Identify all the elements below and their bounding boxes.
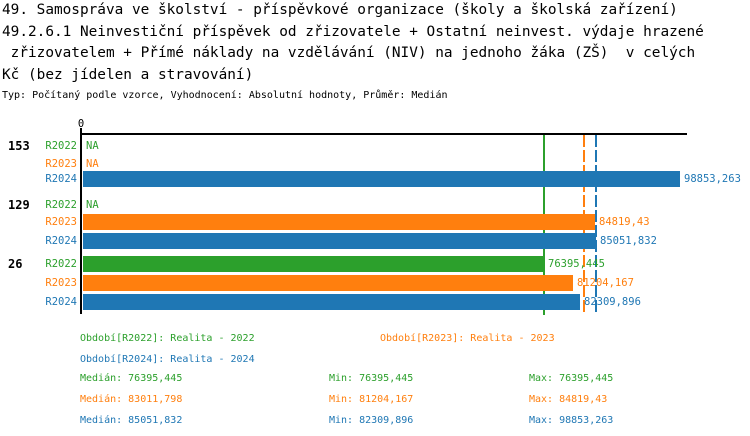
stat-median: Medián: 76395,445	[80, 373, 183, 384]
stat-min: Min: 76395,445	[329, 373, 414, 384]
chart-title-line-4: Kč (bez jídelen a stravování)	[2, 66, 254, 83]
bar-R2024	[83, 171, 680, 187]
bar-value-label: 76395,445	[548, 258, 605, 270]
row-label: R2023	[45, 216, 77, 228]
row-label: R2022	[45, 199, 77, 211]
y-axis-spine	[80, 128, 82, 314]
bar-R2024	[83, 294, 580, 310]
row-label: R2024	[45, 173, 77, 185]
row-label: R2024	[45, 235, 77, 247]
legend-entry-R2022: Období[R2022]: Realita - 2022	[80, 333, 255, 344]
group-label: 153	[8, 139, 30, 153]
bar-R2023	[83, 275, 573, 291]
median-line-R2024	[595, 135, 597, 315]
stat-median: Medián: 83011,798	[80, 394, 183, 405]
bar-R2024	[83, 233, 596, 249]
na-value-label: NA	[86, 158, 99, 170]
bar-R2023	[83, 214, 595, 230]
group-label: 129	[8, 198, 30, 212]
stat-min: Min: 82309,896	[329, 415, 414, 426]
na-value-label: NA	[86, 199, 99, 211]
x-axis-baseline	[80, 133, 687, 135]
bar-value-label: 84819,43	[599, 216, 650, 228]
x-axis-zero-tick-label: 0	[77, 118, 85, 130]
legend-entry-R2023: Období[R2023]: Realita - 2023	[380, 333, 555, 344]
bar-value-label: 81204,167	[577, 277, 634, 289]
legend-entry-R2024: Období[R2024]: Realita - 2024	[80, 354, 255, 365]
row-label: R2023	[45, 277, 77, 289]
bar-value-label: 98853,263	[684, 173, 741, 185]
chart-subtitle: Typ: Počítaný podle vzorce, Vyhodnocení:…	[2, 90, 448, 101]
chart-title-line-3: zřizovatelem + Přímé náklady na vzdělává…	[2, 45, 696, 61]
stat-max: Max: 76395,445	[529, 373, 614, 384]
chart-title-line-2: 49.2.6.1 Neinvestiční příspěvek od zřizo…	[2, 23, 704, 40]
row-label: R2022	[45, 258, 77, 270]
stat-median: Medián: 85051,832	[80, 415, 183, 426]
group-label: 26	[8, 257, 23, 271]
stat-min: Min: 81204,167	[329, 394, 414, 405]
bar-value-label: 85051,832	[600, 235, 657, 247]
row-label: R2023	[45, 158, 77, 170]
chart-title-line-1: 49. Samospráva ve školství - příspěvkové…	[2, 2, 678, 18]
bar-R2022	[83, 256, 544, 272]
bar-value-label: 82309,896	[584, 296, 641, 308]
na-value-label: NA	[86, 140, 99, 152]
row-label: R2024	[45, 296, 77, 308]
stat-max: Max: 98853,263	[529, 415, 614, 426]
stat-max: Max: 84819,43	[529, 394, 608, 405]
row-label: R2022	[45, 140, 77, 152]
